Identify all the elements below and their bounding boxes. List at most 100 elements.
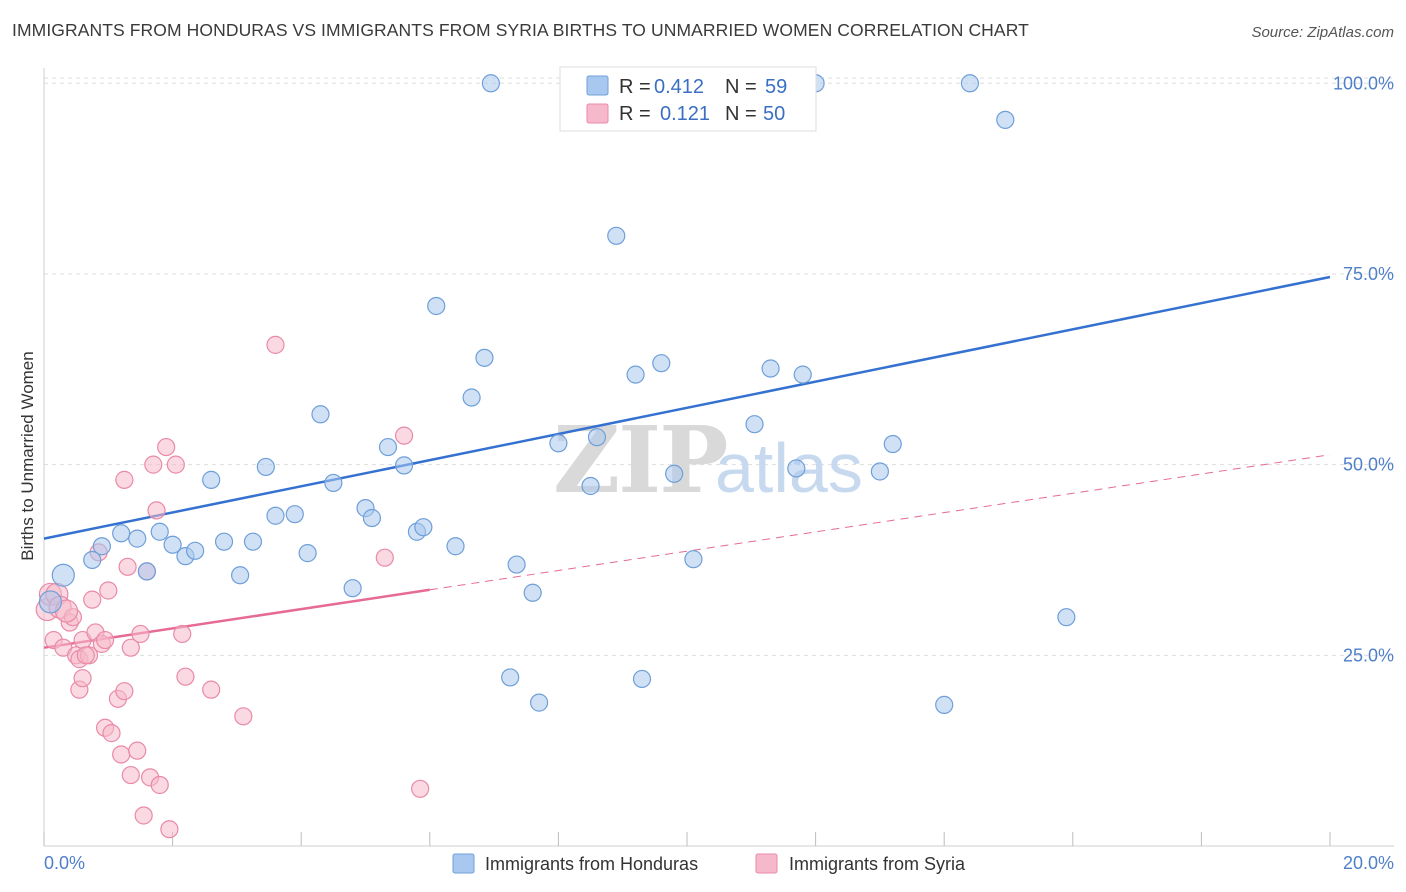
- series-legend-swatch-honduras: [452, 853, 475, 874]
- honduras-point: [38, 590, 63, 614]
- syria-point: [121, 638, 140, 657]
- syria-point: [150, 775, 169, 795]
- honduras-point: [83, 550, 102, 570]
- honduras-point: [137, 562, 156, 581]
- syria-point: [411, 779, 430, 798]
- y-tick-label-100: 100.0%: [1333, 73, 1394, 93]
- honduras-point: [214, 532, 234, 551]
- syria-point: [102, 724, 121, 743]
- honduras-point: [530, 693, 549, 712]
- syria-point: [131, 624, 150, 644]
- honduras-point: [311, 405, 330, 424]
- honduras-point: [285, 505, 304, 524]
- y-tick-label-25: 25.0%: [1343, 645, 1394, 665]
- honduras-point: [996, 110, 1015, 129]
- honduras-point: [202, 470, 221, 489]
- syria-point: [99, 581, 118, 600]
- honduras-point: [481, 74, 500, 93]
- honduras-point: [414, 518, 433, 537]
- honduras-point: [92, 537, 111, 556]
- series-legend-swatch-syria: [755, 853, 778, 874]
- x-tick-label-max: 20.0%: [1343, 853, 1394, 873]
- trend-line-syria-dashed: [429, 454, 1331, 591]
- syria-point: [112, 745, 131, 764]
- syria-point: [160, 820, 179, 839]
- honduras-point: [501, 668, 520, 687]
- honduras-point: [870, 462, 890, 481]
- honduras-point: [523, 583, 542, 602]
- syria-point: [76, 646, 95, 665]
- legend-swatch-honduras: [586, 75, 609, 96]
- series-legend-label-syria: Immigrants from Syria: [789, 854, 966, 874]
- honduras-point: [51, 563, 75, 587]
- honduras-point: [462, 388, 481, 407]
- legend-n-label-honduras: N =: [725, 76, 757, 98]
- honduras-points: [38, 74, 1076, 714]
- syria-point: [73, 669, 92, 688]
- honduras-point: [607, 226, 626, 245]
- honduras-point: [507, 555, 526, 574]
- watermark-zip: ZIP: [553, 406, 726, 514]
- syria-point: [176, 667, 195, 686]
- series-legend: Immigrants from Honduras Immigrants from…: [452, 853, 966, 874]
- grid-lines: [44, 77, 1394, 656]
- syria-point: [173, 624, 192, 644]
- syria-point: [121, 765, 140, 785]
- x-ticks: [43, 832, 1331, 846]
- syria-point: [266, 335, 285, 354]
- syria-point: [375, 548, 394, 567]
- honduras-point: [632, 669, 652, 689]
- legend-r-label-syria: R =: [619, 103, 651, 125]
- legend-r-value-honduras: 0.412: [654, 76, 704, 98]
- y-tick-label-75: 75.0%: [1343, 264, 1394, 284]
- honduras-point: [935, 695, 954, 714]
- honduras-point: [665, 464, 684, 483]
- legend-n-value-syria: 50: [763, 103, 785, 125]
- legend-n-value-honduras: 59: [765, 76, 787, 98]
- honduras-point: [150, 522, 169, 541]
- syria-point: [118, 557, 137, 576]
- honduras-point: [626, 365, 645, 384]
- syria-point: [157, 437, 176, 457]
- legend-n-label-syria: N =: [725, 103, 757, 125]
- honduras-point: [652, 354, 671, 373]
- stats-legend: R = 0.412 N = 59 R = 0.121 N = 50: [559, 66, 817, 132]
- zipatlas-watermark: ZIP atlas: [553, 406, 863, 514]
- syria-point: [147, 501, 166, 520]
- honduras-point: [163, 535, 182, 554]
- honduras-point: [883, 434, 902, 454]
- honduras-point: [378, 437, 398, 457]
- honduras-point: [761, 359, 780, 378]
- syria-point: [128, 741, 147, 760]
- syria-point: [234, 707, 253, 726]
- syria-points: [35, 335, 430, 839]
- y-tick-labels: 25.0% 50.0% 75.0% 100.0%: [1333, 73, 1394, 665]
- honduras-point: [549, 434, 568, 453]
- trend-line-honduras: [43, 275, 1331, 540]
- syria-point: [166, 455, 185, 474]
- syria-point: [202, 680, 221, 699]
- source-credit: Source: ZipAtlas.com: [1251, 24, 1394, 41]
- y-axis-title: Births to Unmarried Women: [18, 351, 37, 560]
- honduras-point: [475, 348, 494, 367]
- legend-r-value-syria: 0.121: [660, 103, 710, 125]
- y-tick-label-50: 50.0%: [1343, 455, 1394, 475]
- honduras-point: [1057, 608, 1076, 627]
- syria-point: [83, 590, 102, 609]
- honduras-point: [243, 532, 263, 551]
- syria-point: [95, 630, 115, 650]
- legend-r-label-honduras: R =: [619, 76, 651, 98]
- honduras-point: [362, 508, 382, 528]
- honduras-point: [394, 456, 414, 475]
- honduras-point: [256, 457, 275, 477]
- honduras-point: [231, 566, 250, 585]
- honduras-point: [112, 524, 131, 543]
- honduras-point: [787, 459, 806, 478]
- honduras-point: [186, 541, 205, 560]
- x-tick-labels: 0.0% 20.0%: [44, 853, 1394, 873]
- honduras-point: [581, 476, 600, 496]
- honduras-point: [745, 415, 764, 434]
- honduras-point: [298, 544, 317, 563]
- legend-swatch-syria: [586, 103, 609, 124]
